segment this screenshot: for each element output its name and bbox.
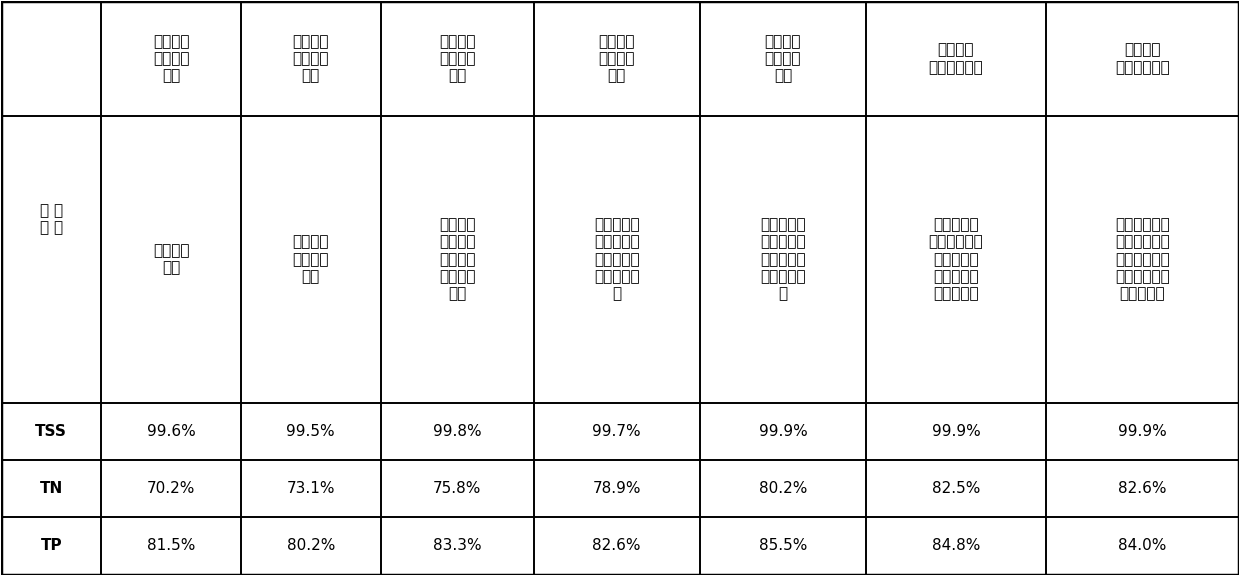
- Text: 83.3%: 83.3%: [433, 539, 481, 554]
- Text: 84.8%: 84.8%: [931, 539, 980, 554]
- Text: 84.0%: 84.0%: [1118, 539, 1167, 554]
- Text: 99.7%: 99.7%: [593, 424, 641, 439]
- Text: 实验二组
（一层系
统）: 实验二组 （一层系 统）: [293, 34, 329, 84]
- Text: 单种同等
密度的南
天竹: 单种同等 密度的南 天竹: [293, 234, 329, 284]
- Text: 实验四组
（二层系
统）: 实验四组 （二层系 统）: [599, 34, 635, 84]
- Text: 73.1%: 73.1%: [286, 481, 335, 496]
- Text: 80.2%: 80.2%: [286, 539, 335, 554]
- Text: 99.8%: 99.8%: [433, 424, 481, 439]
- Text: 一层种植南
天竹，二层和
三层分别种
植相同密度
的阔叶麦冬: 一层种植南 天竹，二层和 三层分别种 植相同密度 的阔叶麦冬: [929, 217, 983, 302]
- Text: 99.5%: 99.5%: [286, 424, 335, 439]
- Text: TP: TP: [41, 539, 62, 554]
- Text: 99.9%: 99.9%: [1117, 424, 1167, 439]
- Text: 82.5%: 82.5%: [931, 481, 980, 496]
- Text: 一层种植南
天竹，二层
种植相同密
度的阔叶麦
冬: 一层种植南 天竹，二层 种植相同密 度的阔叶麦 冬: [594, 217, 640, 302]
- Text: 实验一组
（一层系
统）: 实验一组 （一层系 统）: [153, 34, 190, 84]
- Text: 一层、二层
和三层分别
种植相同密
度的阔叶麦
冬: 一层、二层 和三层分别 种植相同密 度的阔叶麦 冬: [760, 217, 806, 302]
- Text: 单种阔叶
麦冬: 单种阔叶 麦冬: [153, 243, 190, 275]
- Text: TN: TN: [40, 481, 63, 496]
- Text: 种 植
方 式: 种 植 方 式: [40, 203, 63, 236]
- Text: 实验五组
（三层系
统）: 实验五组 （三层系 统）: [765, 34, 801, 84]
- Text: 99.6%: 99.6%: [146, 424, 196, 439]
- Text: 实验三组
（二层系
统）: 实验三组 （二层系 统）: [439, 34, 475, 84]
- Text: 81.5%: 81.5%: [146, 539, 195, 554]
- Text: 82.6%: 82.6%: [1118, 481, 1167, 496]
- Text: 99.9%: 99.9%: [759, 424, 807, 439]
- Text: 78.9%: 78.9%: [593, 481, 641, 496]
- Text: 80.2%: 80.2%: [759, 481, 807, 496]
- Text: 82.6%: 82.6%: [593, 539, 641, 554]
- Text: 75.8%: 75.8%: [433, 481, 481, 496]
- Text: TSS: TSS: [35, 424, 67, 439]
- Text: 99.9%: 99.9%: [931, 424, 981, 439]
- Text: 85.5%: 85.5%: [759, 539, 807, 554]
- Text: 70.2%: 70.2%: [146, 481, 195, 496]
- Text: 一层、二
层分别种
植相同密
度的阔叶
麦冬: 一层、二 层分别种 植相同密 度的阔叶 麦冬: [439, 217, 475, 302]
- Text: 实验七组
（四层系统）: 实验七组 （四层系统）: [1115, 43, 1169, 75]
- Text: 实验六组
（三层系统）: 实验六组 （三层系统）: [929, 43, 983, 75]
- Text: 一层种植南天
竹，二层、三
层和四层分别
种植相同密度
的阔叶麦冬: 一层种植南天 竹，二层、三 层和四层分别 种植相同密度 的阔叶麦冬: [1115, 217, 1169, 302]
